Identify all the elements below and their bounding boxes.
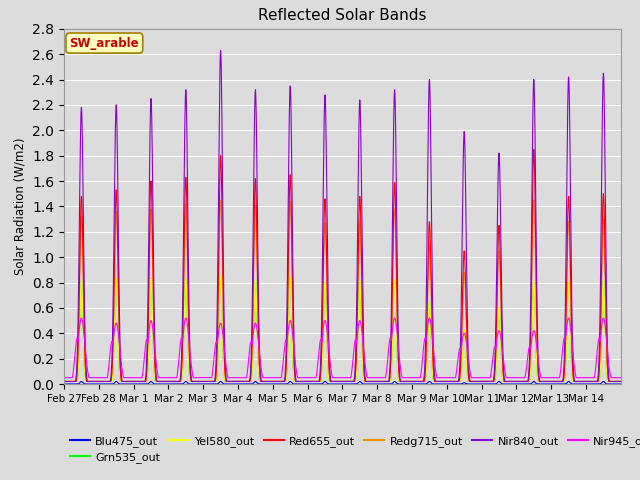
Y-axis label: Solar Radiation (W/m2): Solar Radiation (W/m2) (13, 138, 27, 275)
Title: Reflected Solar Bands: Reflected Solar Bands (258, 9, 427, 24)
Text: SW_arable: SW_arable (70, 36, 139, 49)
Legend: Blu475_out, Grn535_out, Yel580_out, Red655_out, Redg715_out, Nir840_out, Nir945_: Blu475_out, Grn535_out, Yel580_out, Red6… (70, 436, 640, 463)
